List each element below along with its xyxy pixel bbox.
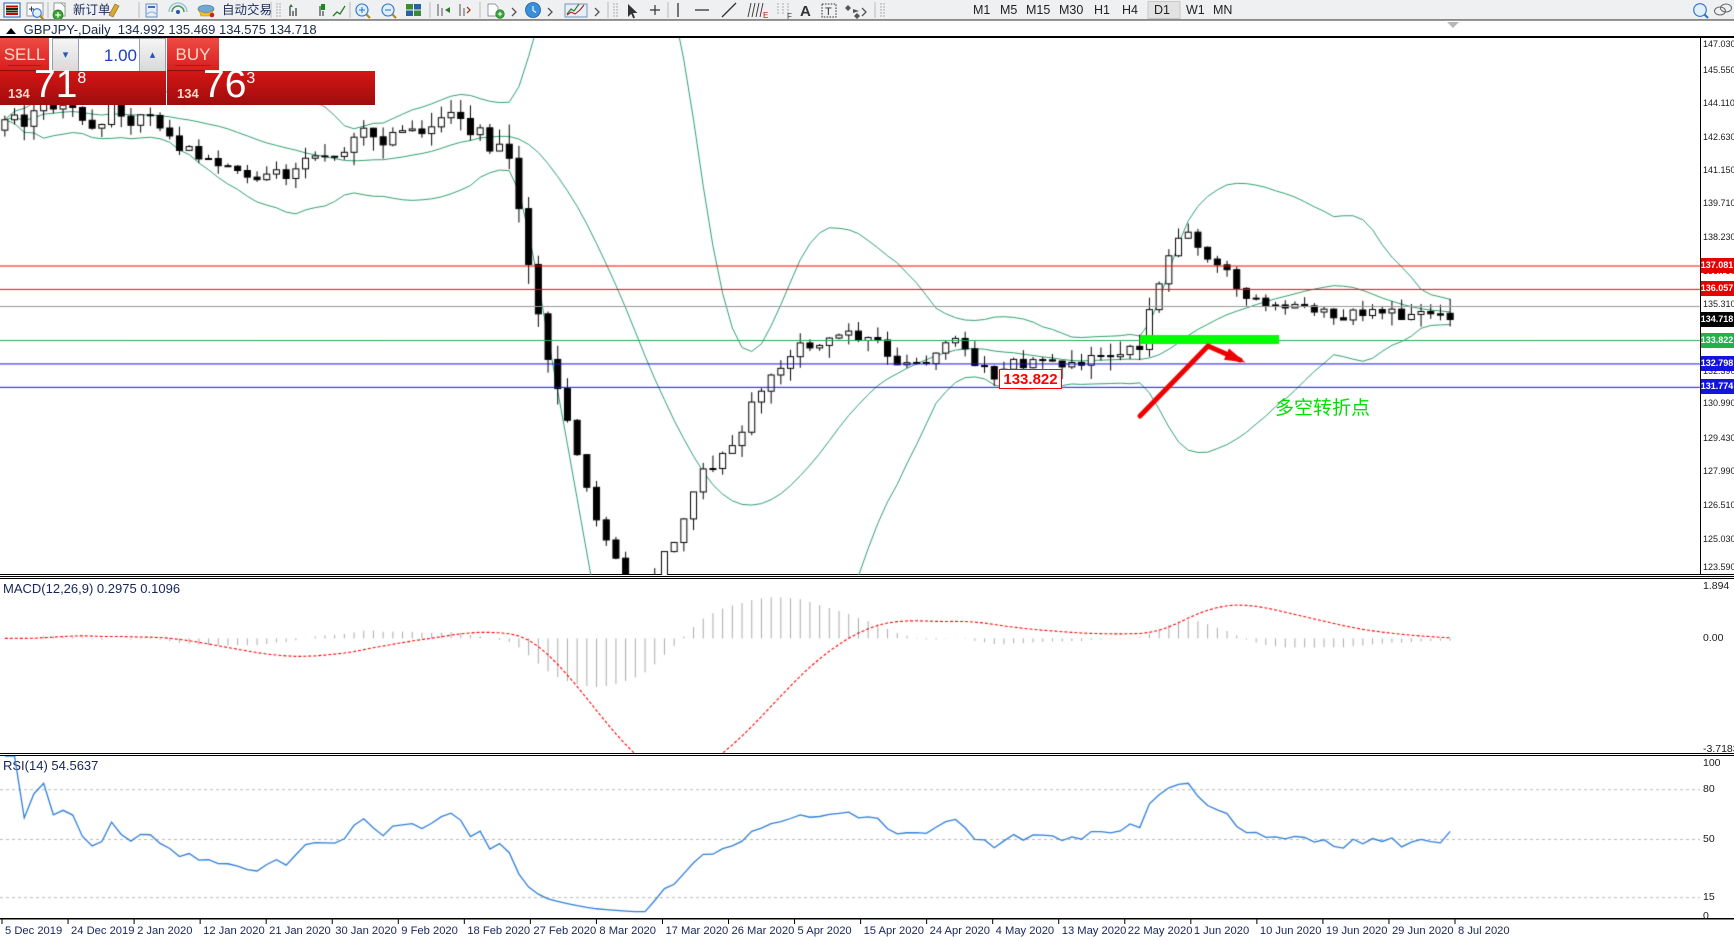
svg-text:8 Mar 2020: 8 Mar 2020: [599, 925, 656, 937]
svg-text:5 Apr 2020: 5 Apr 2020: [798, 925, 852, 937]
svg-text:10 Jun 2020: 10 Jun 2020: [1260, 925, 1322, 937]
svg-text:30 Jan 2020: 30 Jan 2020: [335, 925, 397, 937]
svg-text:29 Jun 2020: 29 Jun 2020: [1392, 925, 1454, 937]
svg-text:22 May 2020: 22 May 2020: [1128, 925, 1193, 937]
svg-text:12 Jan 2020: 12 Jan 2020: [203, 925, 265, 937]
svg-text:9 Feb 2020: 9 Feb 2020: [401, 925, 458, 937]
svg-text:2 Jan 2020: 2 Jan 2020: [137, 925, 192, 937]
svg-text:18 Feb 2020: 18 Feb 2020: [467, 925, 530, 937]
svg-text:15 Apr 2020: 15 Apr 2020: [864, 925, 924, 937]
svg-text:M5: M5: [1000, 3, 1017, 17]
svg-text:24 Dec 2019: 24 Dec 2019: [71, 925, 134, 937]
svg-text:8 Jul 2020: 8 Jul 2020: [1458, 925, 1510, 937]
svg-text:4 May 2020: 4 May 2020: [996, 925, 1054, 937]
svg-text:M15: M15: [1026, 3, 1050, 17]
svg-text:A: A: [800, 3, 811, 20]
svg-text:H4: H4: [1122, 3, 1138, 17]
svg-text:17 Mar 2020: 17 Mar 2020: [665, 925, 728, 937]
svg-text:27 Feb 2020: 27 Feb 2020: [533, 925, 596, 937]
svg-text:自动交易: 自动交易: [222, 2, 272, 17]
svg-text:26 Mar 2020: 26 Mar 2020: [732, 925, 795, 937]
svg-text:H1: H1: [1094, 3, 1110, 17]
svg-text:19 Jun 2020: 19 Jun 2020: [1326, 925, 1388, 937]
svg-text:F: F: [787, 12, 792, 20]
svg-text:T: T: [825, 6, 832, 18]
svg-text:D1: D1: [1154, 3, 1170, 17]
svg-text:新订单: 新订单: [73, 2, 111, 17]
svg-text:21 Jan 2020: 21 Jan 2020: [269, 925, 331, 937]
svg-text:M30: M30: [1059, 3, 1083, 17]
svg-text:E: E: [763, 11, 768, 20]
svg-text:13 May 2020: 13 May 2020: [1062, 925, 1127, 937]
svg-text:MN: MN: [1213, 3, 1232, 17]
svg-text:W1: W1: [1186, 3, 1205, 17]
svg-text:5 Dec 2019: 5 Dec 2019: [5, 925, 62, 937]
svg-text:1 Jun 2020: 1 Jun 2020: [1194, 925, 1249, 937]
svg-text:M1: M1: [973, 3, 990, 17]
svg-text:24 Apr 2020: 24 Apr 2020: [930, 925, 990, 937]
